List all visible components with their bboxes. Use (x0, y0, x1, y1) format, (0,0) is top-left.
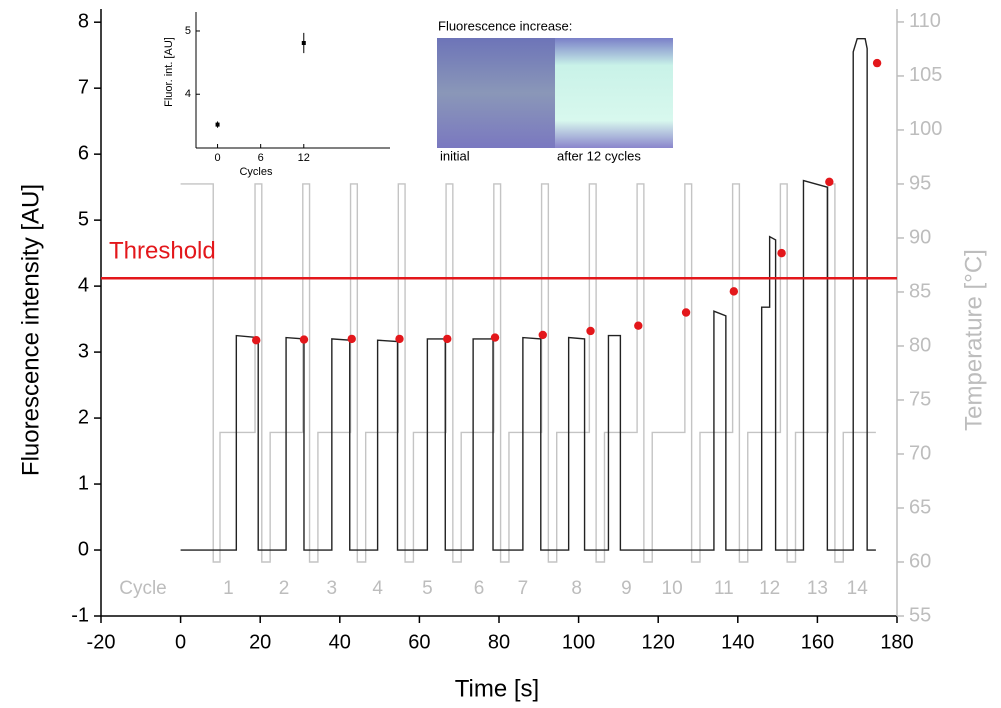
data-point (538, 330, 547, 340)
x-tick-label: 0 (175, 631, 186, 653)
data-point (681, 308, 691, 317)
cycle-title: Cycle (119, 578, 167, 599)
y-tick-label: 0 (78, 538, 89, 560)
cycle-label: 9 (621, 578, 632, 599)
y2-tick-label: 110 (909, 10, 941, 32)
inset-x-tick-label: 12 (298, 152, 310, 164)
inset-x-title: Cycles (239, 166, 273, 178)
data-point (634, 321, 643, 330)
data-point (395, 334, 404, 344)
x-tick-label: 40 (329, 631, 351, 653)
inset-y-tick-label: 5 (185, 25, 191, 37)
x-tick-label: -20 (87, 631, 116, 653)
image-left-label: initial (440, 148, 470, 163)
y2-tick-label: 75 (909, 388, 931, 410)
x-axis-title: Time [s] (455, 675, 539, 702)
y-axis-title: Fluorescence intensity [AU] (17, 184, 44, 476)
cycle-label: 14 (847, 578, 869, 599)
cycle-label: 2 (279, 578, 290, 599)
y-tick-label: 6 (78, 142, 89, 164)
data-point (729, 287, 739, 296)
threshold-label: Threshold (109, 238, 216, 265)
cycle-label: 4 (372, 578, 383, 599)
y2-tick-label: 60 (909, 550, 931, 572)
cycle-label: 7 (518, 578, 529, 599)
image-after (555, 38, 673, 148)
inset-y-title: Fluor. int. [AU] (163, 37, 175, 107)
x-tick-label: 60 (408, 631, 430, 653)
data-point (825, 177, 834, 187)
data-point (490, 333, 500, 342)
y2-tick-label: 105 (909, 64, 942, 86)
cycle-label: 3 (327, 578, 338, 599)
y-tick-label: 4 (78, 274, 89, 296)
y2-tick-label: 100 (909, 118, 942, 140)
data-point (777, 248, 786, 258)
y-tick-label: -1 (71, 604, 89, 626)
y-tick-label: 1 (78, 472, 89, 494)
y2-tick-label: 95 (909, 172, 931, 194)
y-tick-label: 7 (78, 76, 89, 98)
cycle-label: 10 (662, 578, 683, 599)
y2-tick-label: 90 (909, 226, 931, 248)
y-tick-label: 3 (78, 340, 89, 362)
cycle-label: 13 (807, 578, 828, 599)
cycle-label: 1 (223, 578, 234, 599)
y-tick-label: 8 (78, 10, 89, 32)
inset-x-tick-label: 6 (258, 152, 264, 164)
x-tick-label: 180 (880, 631, 913, 653)
y-tick-label: 2 (78, 406, 89, 428)
cycle-label: 11 (714, 578, 734, 599)
image-initial (437, 38, 555, 148)
data-point (443, 334, 452, 344)
series-line (180, 183, 876, 563)
y2-tick-label: 80 (909, 334, 931, 356)
cycle-label: 5 (422, 578, 433, 599)
inset-point (215, 122, 220, 127)
data-point (347, 334, 356, 344)
y-tick-label: 5 (78, 208, 89, 230)
x-tick-label: 100 (562, 631, 595, 653)
y2-tick-label: 55 (909, 604, 931, 626)
data-point (586, 326, 595, 336)
inset-y-tick-label: 4 (185, 88, 191, 100)
cycle-label: 8 (571, 578, 582, 599)
x-tick-label: 120 (642, 631, 675, 653)
data-point (299, 335, 309, 344)
x-tick-label: 80 (488, 631, 510, 653)
inset-x-tick-label: 0 (214, 152, 220, 164)
image-title: Fluorescence increase: (438, 18, 572, 33)
data-point (872, 58, 882, 68)
cycle-label: 6 (474, 578, 485, 599)
x-tick-label: 20 (249, 631, 271, 653)
y2-tick-label: 85 (909, 280, 931, 302)
cycle-label: 12 (759, 578, 780, 599)
series-line (180, 37, 876, 551)
data-point (252, 336, 261, 345)
image-right-label: after 12 cycles (557, 148, 641, 163)
x-tick-label: 160 (801, 631, 834, 653)
inset-point (301, 40, 306, 45)
x-tick-label: 140 (721, 631, 754, 653)
y2-axis-title: Temperature [°C] (960, 249, 987, 431)
y2-tick-label: 70 (909, 442, 931, 464)
y2-tick-label: 65 (909, 496, 931, 518)
